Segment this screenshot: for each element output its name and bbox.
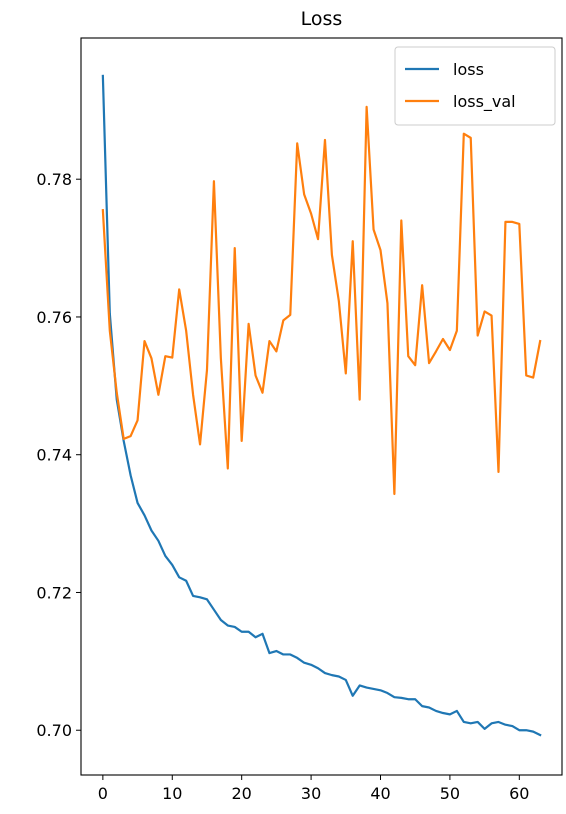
legend-box bbox=[394, 46, 556, 126]
chart-title: Loss bbox=[301, 8, 343, 30]
y-tick-label: 0.76 bbox=[36, 308, 72, 327]
plot-area bbox=[101, 74, 542, 737]
series-line-loss-val bbox=[101, 105, 542, 496]
legend: loss loss_val bbox=[394, 46, 556, 126]
x-tick-label: 40 bbox=[370, 784, 390, 803]
y-tick-label: 0.78 bbox=[36, 170, 72, 189]
y-tick-label: 0.72 bbox=[36, 583, 72, 602]
axes: 0 10 20 30 40 50 60 0.70 0.72 0.74 0.76 0.78 bbox=[36, 37, 563, 803]
y-tick-label: 0.74 bbox=[36, 446, 72, 465]
series-line-loss bbox=[101, 74, 542, 737]
x-tick-label: 50 bbox=[440, 784, 460, 803]
legend-label-loss-val: loss_val bbox=[453, 92, 516, 112]
x-tick-label: 30 bbox=[301, 784, 321, 803]
legend-label-loss: loss bbox=[453, 60, 484, 79]
plot-frame bbox=[80, 37, 563, 776]
y-tick-label: 0.70 bbox=[36, 721, 72, 740]
x-tick-label: 0 bbox=[98, 784, 108, 803]
x-tick-label: 10 bbox=[162, 784, 182, 803]
x-tick-label: 20 bbox=[232, 784, 252, 803]
x-tick-label: 60 bbox=[509, 784, 529, 803]
